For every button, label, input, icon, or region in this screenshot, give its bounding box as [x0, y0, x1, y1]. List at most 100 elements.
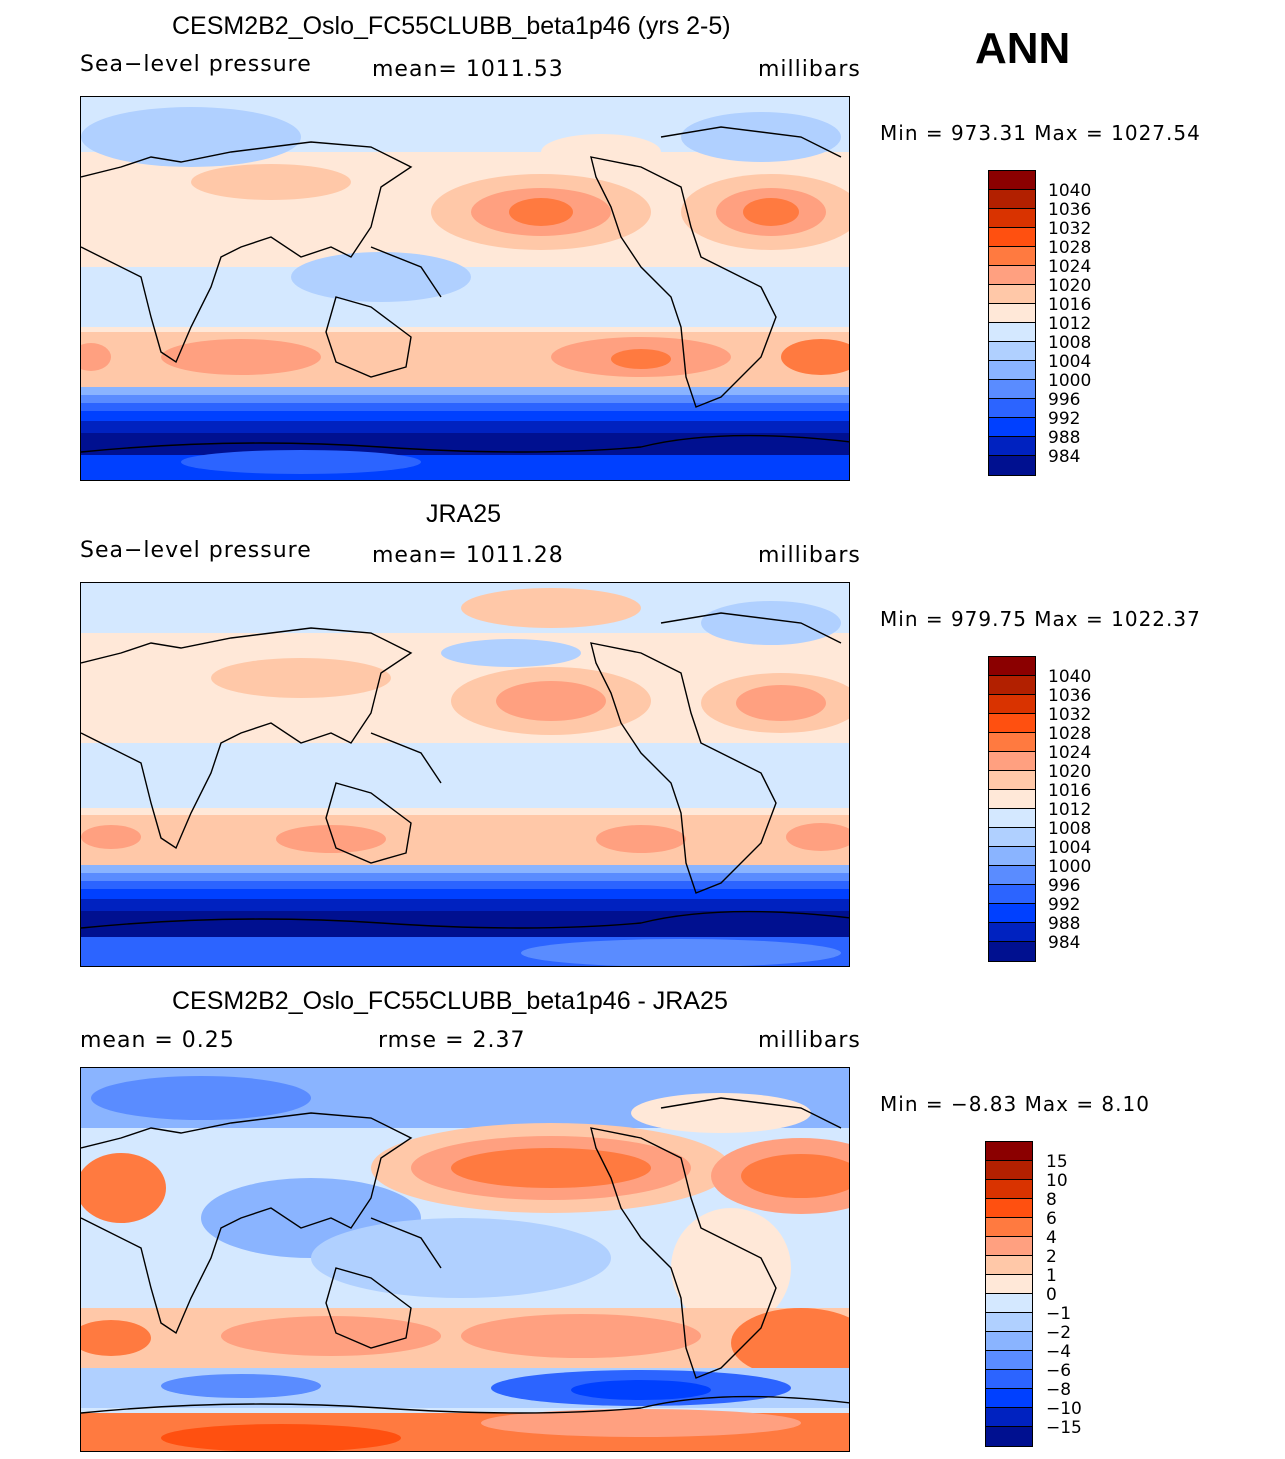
panel1-title: CESM2B2_Oslo_FC55CLUBB_beta1p46 (yrs 2-5…	[172, 12, 731, 40]
colorbar-tick-label: 1028	[1048, 724, 1092, 744]
season-label: ANN	[975, 24, 1071, 73]
panel2-minmax: Min = 979.75 Max = 1022.37	[880, 607, 1201, 631]
colorbar-swatch	[989, 733, 1035, 752]
colorbar-tick-label: 1028	[1048, 238, 1092, 258]
colorbar-swatch	[989, 380, 1035, 399]
panel2-colorbar	[988, 656, 1036, 962]
colorbar-tick-label: −4	[1046, 1342, 1072, 1362]
colorbar-tick-label: 1000	[1048, 857, 1092, 877]
colorbar-swatch	[989, 714, 1035, 733]
colorbar-swatch	[986, 1427, 1032, 1446]
colorbar-swatch	[989, 323, 1035, 342]
colorbar-swatch	[986, 1256, 1032, 1275]
panel1-colorbar	[988, 170, 1036, 476]
colorbar-swatch	[986, 1180, 1032, 1199]
colorbar-swatch	[986, 1161, 1032, 1180]
colorbar-swatch	[986, 1142, 1032, 1161]
colorbar-tick-label: 1032	[1048, 219, 1092, 239]
colorbar-swatch	[989, 752, 1035, 771]
colorbar-swatch	[989, 361, 1035, 380]
colorbar-swatch	[989, 809, 1035, 828]
colorbar-tick-label: 1008	[1048, 819, 1092, 839]
colorbar-tick-label: 1020	[1048, 762, 1092, 782]
panel3-minmax: Min = −8.83 Max = 8.10	[880, 1092, 1150, 1116]
colorbar-swatch	[989, 304, 1035, 323]
colorbar-swatch	[989, 790, 1035, 809]
panel1-map	[80, 96, 850, 481]
colorbar-swatch	[989, 437, 1035, 456]
colorbar-swatch	[989, 228, 1035, 247]
colorbar-swatch	[989, 904, 1035, 923]
colorbar-swatch	[986, 1275, 1032, 1294]
colorbar-swatch	[986, 1389, 1032, 1408]
colorbar-tick-label: −15	[1046, 1418, 1082, 1438]
colorbar-tick-label: 1020	[1048, 276, 1092, 296]
colorbar-tick-label: 8	[1046, 1190, 1057, 1210]
panel1-units-label: millibars	[758, 57, 861, 82]
colorbar-swatch	[986, 1218, 1032, 1237]
colorbar-swatch	[986, 1332, 1032, 1351]
panel3-field	[81, 1068, 849, 1451]
colorbar-swatch	[986, 1370, 1032, 1389]
colorbar-tick-label: −8	[1046, 1380, 1072, 1400]
colorbar-tick-label: 1016	[1048, 781, 1092, 801]
panel2-title: JRA25	[426, 500, 502, 528]
panel2-field	[81, 583, 849, 966]
colorbar-tick-label: 4	[1046, 1228, 1057, 1248]
colorbar-swatch	[989, 828, 1035, 847]
colorbar-swatch	[989, 342, 1035, 361]
colorbar-swatch	[989, 923, 1035, 942]
colorbar-swatch	[989, 695, 1035, 714]
panel1-minmax: Min = 973.31 Max = 1027.54	[880, 121, 1201, 145]
panel1-variable-label: Sea−level pressure	[80, 52, 312, 77]
colorbar-tick-label: 1004	[1048, 838, 1092, 858]
colorbar-tick-label: 6	[1046, 1209, 1057, 1229]
panel2-map	[80, 582, 850, 967]
colorbar-tick-label: 996	[1048, 390, 1081, 410]
colorbar-swatch	[989, 885, 1035, 904]
colorbar-swatch	[986, 1199, 1032, 1218]
colorbar-swatch	[989, 676, 1035, 695]
panel3-units-label: millibars	[758, 1028, 861, 1053]
colorbar-tick-label: −2	[1046, 1323, 1072, 1343]
colorbar-swatch	[989, 247, 1035, 266]
colorbar-tick-label: 1008	[1048, 333, 1092, 353]
colorbar-swatch	[989, 847, 1035, 866]
panel1-field	[81, 97, 849, 480]
colorbar-tick-label: 1036	[1048, 200, 1092, 220]
panel1-mean-label: mean= 1011.53	[372, 57, 564, 82]
colorbar-swatch	[986, 1313, 1032, 1332]
colorbar-tick-label: 992	[1048, 409, 1081, 429]
panel3-colorbar	[985, 1141, 1033, 1447]
colorbar-tick-label: 1	[1046, 1266, 1057, 1286]
colorbar-tick-label: 988	[1048, 428, 1081, 448]
colorbar-tick-label: 1012	[1048, 314, 1092, 334]
panel3-rmse-label: rmse = 2.37	[378, 1028, 526, 1053]
colorbar-tick-label: 1004	[1048, 352, 1092, 372]
colorbar-tick-label: 1040	[1048, 181, 1092, 201]
colorbar-swatch	[986, 1237, 1032, 1256]
panel3-map	[80, 1067, 850, 1452]
colorbar-tick-label: −1	[1046, 1304, 1072, 1324]
colorbar-swatch	[989, 942, 1035, 961]
colorbar-swatch	[989, 866, 1035, 885]
colorbar-tick-label: −6	[1046, 1361, 1072, 1381]
colorbar-tick-label: 1036	[1048, 686, 1092, 706]
colorbar-swatch	[989, 657, 1035, 676]
colorbar-swatch	[989, 285, 1035, 304]
colorbar-tick-label: 1024	[1048, 743, 1092, 763]
panel2-mean-label: mean= 1011.28	[372, 543, 564, 568]
colorbar-swatch	[986, 1294, 1032, 1313]
colorbar-swatch	[989, 399, 1035, 418]
colorbar-tick-label: 1024	[1048, 257, 1092, 277]
colorbar-tick-label: 996	[1048, 876, 1081, 896]
colorbar-swatch	[989, 171, 1035, 190]
colorbar-swatch	[989, 456, 1035, 475]
colorbar-swatch	[989, 771, 1035, 790]
panel3-title: CESM2B2_Oslo_FC55CLUBB_beta1p46 - JRA25	[172, 987, 728, 1015]
colorbar-tick-label: 10	[1046, 1171, 1068, 1191]
colorbar-tick-label: 0	[1046, 1285, 1057, 1305]
colorbar-swatch	[989, 266, 1035, 285]
colorbar-tick-label: 1000	[1048, 371, 1092, 391]
colorbar-tick-label: −10	[1046, 1399, 1082, 1419]
